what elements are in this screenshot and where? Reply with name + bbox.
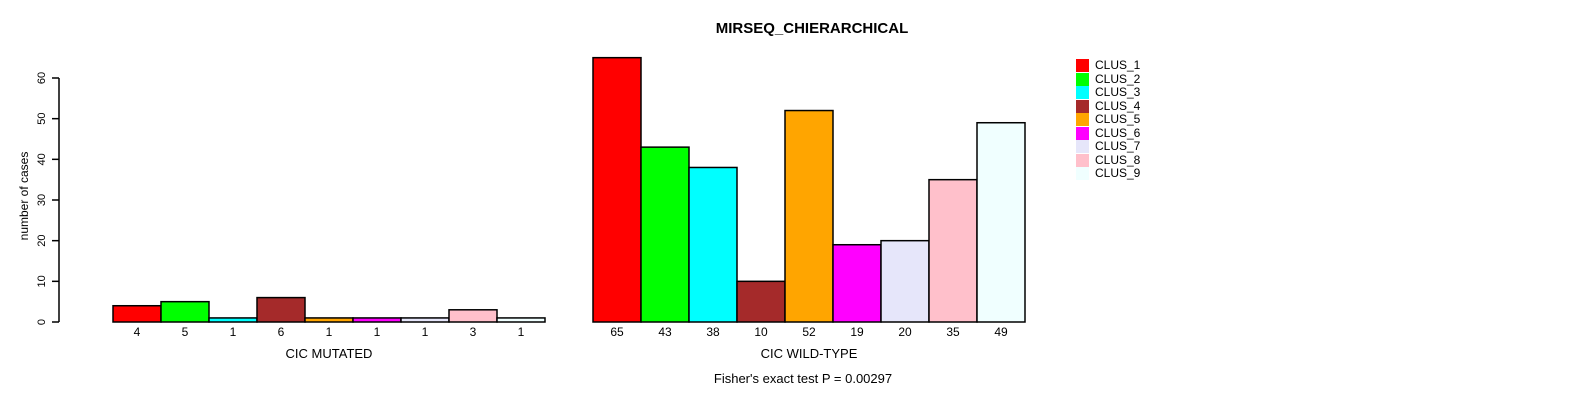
- legend-row: CLUS_7: [1076, 139, 1141, 154]
- legend-swatch: [1076, 167, 1089, 181]
- legend-label: CLUS_2: [1095, 71, 1141, 86]
- bar-value-label: 3: [470, 325, 477, 339]
- y-tick-label: 20: [36, 235, 48, 247]
- bar: [736, 280, 786, 323]
- legend-label: CLUS_7: [1095, 139, 1141, 153]
- bar-value-label: 10: [754, 325, 768, 339]
- bar: [112, 304, 162, 323]
- legend-label: CLUS_9: [1095, 166, 1141, 180]
- chart-title: MIRSEQ_CHIERARCHICAL: [715, 20, 909, 37]
- legend-swatch: [1076, 113, 1089, 127]
- legend-row: CLUS_9: [1076, 166, 1141, 181]
- legend-swatch: [1076, 140, 1089, 154]
- legend-row: CLUS_8: [1076, 152, 1141, 168]
- y-tick-label: 60: [36, 72, 48, 84]
- legend-row: CLUS_3: [1076, 85, 1141, 100]
- bar: [688, 166, 738, 323]
- y-tick-label: 40: [36, 153, 48, 165]
- legend-row: CLUS_5: [1076, 112, 1141, 127]
- bar-value-label: 43: [658, 325, 672, 339]
- bar: [208, 317, 258, 323]
- bar: [640, 146, 690, 323]
- y-tick-label: 30: [36, 194, 48, 206]
- bar-value-label: 1: [422, 325, 429, 339]
- bar-value-label: 1: [230, 325, 237, 339]
- bar-value-label: 1: [374, 325, 381, 339]
- bar-value-label: 35: [946, 325, 960, 339]
- bar: [256, 296, 306, 323]
- legend: CLUS_1 CLUS_2 CLUS_3 CLUS_4 CLUS_5 CLUS_6 CLUS…: [1076, 58, 1141, 181]
- bar: [592, 56, 642, 323]
- bar: [496, 317, 546, 323]
- bar-value-label: 52: [802, 325, 816, 339]
- legend-swatch: [1076, 72, 1089, 86]
- legend-label: CLUS_6: [1095, 125, 1141, 140]
- bar: [160, 300, 210, 323]
- bar-value-label: 49: [994, 325, 1008, 339]
- bar-value-label: 1: [518, 325, 525, 339]
- legend-swatch: [1076, 153, 1089, 167]
- legend-row: CLUS_4: [1076, 98, 1141, 114]
- bar: [352, 317, 402, 323]
- y-tick-label: 50: [36, 113, 48, 125]
- bar-value-label: 19: [850, 325, 864, 339]
- bar: [928, 178, 978, 323]
- bar: [976, 121, 1026, 323]
- bar: [304, 317, 354, 323]
- group-label-cic-mutated: CIC MUTATED: [285, 346, 373, 361]
- legend-swatch: [1076, 99, 1089, 113]
- bar-value-label: 1: [326, 325, 333, 339]
- legend-label: CLUS_3: [1095, 85, 1141, 99]
- legend-row: CLUS_1: [1076, 58, 1141, 73]
- bar-value-label: 65: [610, 325, 624, 339]
- annotation-fisher-test: Fisher's exact test P = 0.00297: [713, 371, 893, 386]
- legend-swatch: [1076, 126, 1089, 140]
- bar-value-label: 5: [182, 325, 189, 339]
- legend-row: CLUS_6: [1076, 125, 1141, 141]
- bar-value-label: 38: [706, 325, 720, 339]
- legend-swatch: [1076, 59, 1089, 73]
- group-label-cic-wild-type: CIC WILD-TYPE: [760, 346, 858, 361]
- bar: [784, 109, 834, 323]
- bar-value-label: 20: [898, 325, 912, 339]
- bar: [832, 243, 882, 323]
- y-tick-label: 0: [36, 319, 48, 325]
- bar-value-label: 4: [134, 325, 141, 339]
- bar: [880, 239, 930, 323]
- legend-label: CLUS_5: [1095, 112, 1141, 126]
- legend-label: CLUS_4: [1095, 98, 1141, 113]
- y-tick-label: 10: [36, 275, 48, 287]
- legend-label: CLUS_8: [1095, 152, 1141, 167]
- legend-swatch: [1076, 86, 1089, 100]
- legend-label: CLUS_1: [1095, 58, 1141, 72]
- bar-value-label: 6: [278, 325, 285, 339]
- legend-row: CLUS_2: [1076, 71, 1141, 87]
- bar: [448, 309, 498, 323]
- bar: [400, 317, 450, 323]
